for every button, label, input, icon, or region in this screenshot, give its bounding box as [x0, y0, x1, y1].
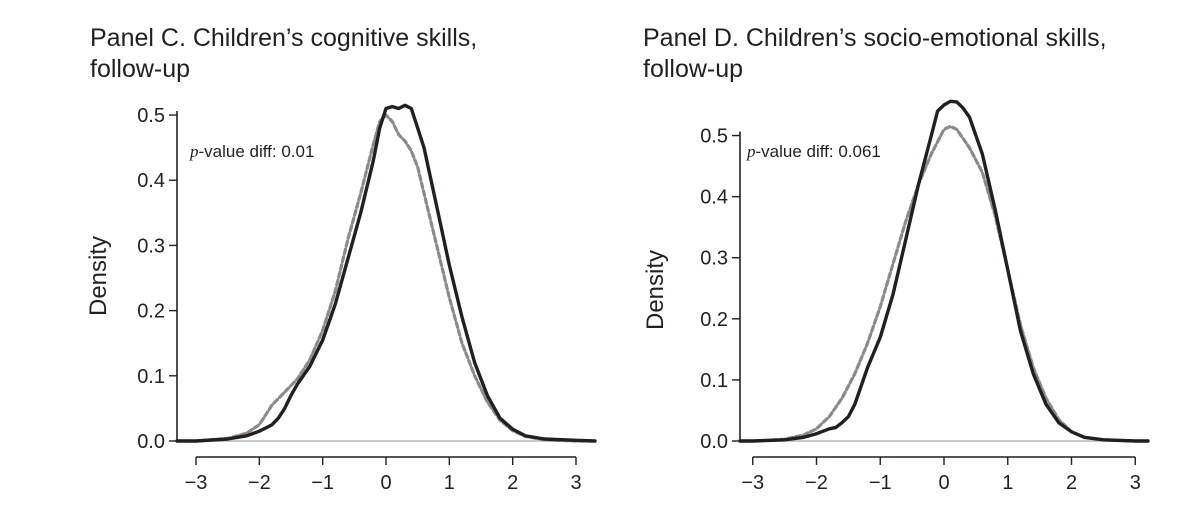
y-tick-label: 0.4 — [137, 170, 165, 192]
x-tick-label: 1 — [444, 472, 455, 494]
annotation-text: -value diff: 0.01 — [199, 142, 315, 161]
series-solid-line — [738, 99, 1150, 443]
x-tick-label: 2 — [1066, 472, 1077, 494]
x-tick-label: −1 — [869, 472, 892, 494]
y-tick-label: 0.0 — [137, 431, 165, 453]
y-axis-label: Density — [85, 236, 112, 316]
panel-title-line2: follow-up — [643, 55, 743, 83]
annotation-p: p — [189, 142, 199, 161]
density-curves — [738, 99, 1150, 443]
x-tick-label: 0 — [380, 472, 391, 494]
y-tick-label: 0.5 — [700, 126, 728, 148]
y-tick-label: 0.0 — [700, 431, 728, 453]
annotation-text: -value diff: 0.061 — [756, 142, 881, 161]
axes: 0.0 0.1 0.2 0.3 0.4 0.5 −3 −2 −1 0 1 2 3 — [137, 105, 595, 494]
x-tick-label: −1 — [311, 472, 334, 494]
x-tick-label: 3 — [570, 472, 581, 494]
annotation-p: p — [746, 142, 756, 161]
series-dashed-line — [175, 113, 597, 443]
x-tick-label: −2 — [248, 472, 271, 494]
y-tick-label: 0.2 — [137, 301, 165, 323]
panel-title-line1: Panel D. Children’s socio-emotional skil… — [643, 24, 1107, 52]
axes: 0.0 0.1 0.2 0.3 0.4 0.5 −3 −2 −1 0 1 2 3 — [700, 126, 1148, 494]
x-tick-label: 3 — [1130, 472, 1141, 494]
y-tick-label: 0.3 — [700, 248, 728, 270]
y-tick-label: 0.2 — [700, 309, 728, 331]
x-tick-label: 2 — [507, 472, 518, 494]
x-tick-label: −3 — [185, 472, 208, 494]
panel-title-line1: Panel C. Children’s cognitive skills, — [90, 24, 477, 52]
x-tick-label: 0 — [938, 472, 949, 494]
y-tick-label: 0.1 — [700, 370, 728, 392]
y-tick-label: 0.3 — [137, 235, 165, 257]
panel-d: Panel D. Children’s socio-emotional skil… — [642, 24, 1150, 494]
y-tick-label: 0.5 — [137, 105, 165, 127]
p-value-annotation: p-value diff: 0.061 — [746, 142, 881, 161]
p-value-annotation: p-value diff: 0.01 — [189, 142, 314, 161]
y-tick-label: 0.1 — [137, 366, 165, 388]
y-tick-label: 0.4 — [700, 187, 728, 209]
x-tick-label: −2 — [805, 472, 828, 494]
panel-c: Panel C. Children’s cognitive skills, fo… — [85, 24, 597, 494]
series-dashed-line — [738, 124, 1150, 443]
x-tick-label: −3 — [741, 472, 764, 494]
series-solid-line — [175, 103, 597, 443]
x-tick-label: 1 — [1002, 472, 1013, 494]
panel-title-line2: follow-up — [90, 55, 190, 83]
y-axis-label: Density — [642, 250, 669, 330]
density-curves — [175, 103, 597, 443]
